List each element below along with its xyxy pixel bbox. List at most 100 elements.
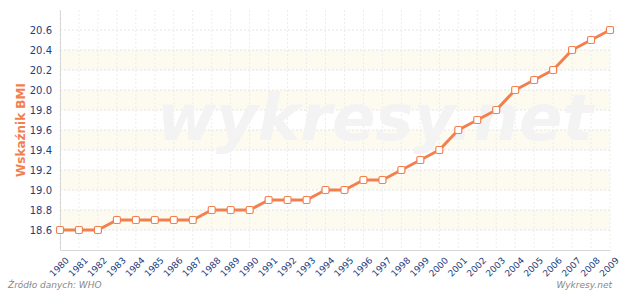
x-tick-label: 1980 (48, 255, 71, 278)
x-tick: 2000 (427, 250, 450, 279)
x-tick-label: 1987 (180, 255, 203, 278)
point (417, 157, 424, 164)
point (569, 47, 576, 54)
y-tick: 20.4 (30, 45, 60, 56)
y-tick-label: 19.4 (30, 145, 52, 156)
x-tick: 2001 (446, 250, 469, 279)
bands (60, 50, 610, 230)
x-tick: 1996 (351, 250, 374, 279)
point (588, 37, 595, 44)
x-tick-label: 2001 (446, 255, 469, 278)
point (398, 167, 405, 174)
point (246, 207, 253, 214)
x-tick-label: 2002 (465, 255, 488, 278)
x-tick-label: 2004 (503, 255, 526, 278)
point (360, 177, 367, 184)
x-tick-label: 1994 (313, 255, 336, 278)
grid-line (60, 210, 610, 211)
x-tick-label: 2008 (579, 255, 602, 278)
y-axis: 18.618.819.019.219.419.619.820.020.220.4… (30, 11, 61, 251)
point (132, 217, 139, 224)
x-tick-label: 2007 (560, 255, 583, 278)
grid-line (78, 10, 79, 250)
x-tick: 1991 (256, 250, 279, 279)
source: Źródło danych: WHO (7, 279, 102, 290)
point (265, 197, 272, 204)
x-tick-label: 2009 (598, 255, 620, 278)
x-tick: 2006 (541, 250, 564, 279)
x-tick: 1983 (105, 250, 128, 279)
point (113, 217, 120, 224)
x-tick: 2007 (560, 250, 583, 279)
grid-line (154, 10, 155, 250)
grid-line (135, 10, 136, 250)
grid-line (60, 10, 61, 250)
grid (60, 10, 610, 250)
x-tick: 2009 (598, 250, 620, 279)
x-tick: 1988 (199, 250, 222, 279)
x-tick: 1999 (408, 250, 431, 279)
x-tick: 2008 (579, 250, 602, 279)
y-tick: 20.2 (30, 65, 60, 76)
x-axis-line (61, 250, 611, 251)
chart: wykresy.net18.618.819.019.219.419.619.82… (0, 0, 620, 292)
x-tick: 1995 (332, 250, 355, 279)
grid-line (60, 50, 610, 51)
x-tick-label: 1993 (294, 255, 317, 278)
x-tick: 1998 (389, 250, 412, 279)
y-tick-label: 20.4 (30, 45, 52, 56)
x-tick-label: 1989 (218, 255, 241, 278)
y-tick-label: 19.2 (30, 165, 52, 176)
point (170, 217, 177, 224)
x-tick-label: 1997 (370, 255, 393, 278)
point (322, 187, 329, 194)
x-tick: 1990 (237, 250, 260, 279)
x-tick: 2002 (465, 250, 488, 279)
grid-line (60, 230, 610, 231)
y-tick-label: 20.2 (30, 65, 52, 76)
point (208, 207, 215, 214)
x-tick: 2005 (522, 250, 545, 279)
x-tick: 1980 (48, 250, 71, 279)
x-tick-label: 2000 (427, 255, 450, 278)
grid-line (97, 10, 98, 250)
point (189, 217, 196, 224)
x-tick: 2004 (503, 250, 526, 279)
point (57, 227, 64, 234)
x-tick-label: 2005 (522, 255, 545, 278)
x-tick-label: 1982 (86, 255, 109, 278)
x-tick-label: 1996 (351, 255, 374, 278)
point (474, 117, 481, 124)
x-tick-label: 2006 (541, 255, 564, 278)
x-tick-label: 1986 (161, 255, 184, 278)
point (550, 67, 557, 74)
y-tick-label: 19.8 (30, 105, 52, 116)
grid-line (60, 70, 610, 71)
watermark: wykresy.net (157, 81, 596, 155)
point (151, 217, 158, 224)
x-tick-label: 1998 (389, 255, 412, 278)
x-tick: 1994 (313, 250, 336, 279)
y-tick-label: 20.0 (30, 85, 52, 96)
x-tick: 1982 (86, 250, 109, 279)
x-tick: 1985 (143, 250, 166, 279)
band (60, 50, 610, 70)
y-tick: 18.6 (30, 225, 60, 236)
y-tick: 19.2 (30, 165, 60, 176)
point (493, 107, 500, 114)
point (531, 77, 538, 84)
y-tick: 20.6 (30, 25, 60, 36)
x-tick: 1984 (124, 250, 147, 279)
x-tick-label: 1984 (124, 255, 147, 278)
y-tick-label: 19.6 (30, 125, 52, 136)
y-tick-label: 18.8 (30, 205, 52, 216)
point (227, 207, 234, 214)
grid-line (610, 10, 611, 250)
y-tick: 19.8 (30, 105, 60, 116)
point (379, 177, 386, 184)
x-tick-label: 1983 (105, 255, 128, 278)
point (303, 197, 310, 204)
x-tick-label: 1988 (199, 255, 222, 278)
y-tick: 19.4 (30, 145, 60, 156)
y-tick: 20.0 (30, 85, 60, 96)
